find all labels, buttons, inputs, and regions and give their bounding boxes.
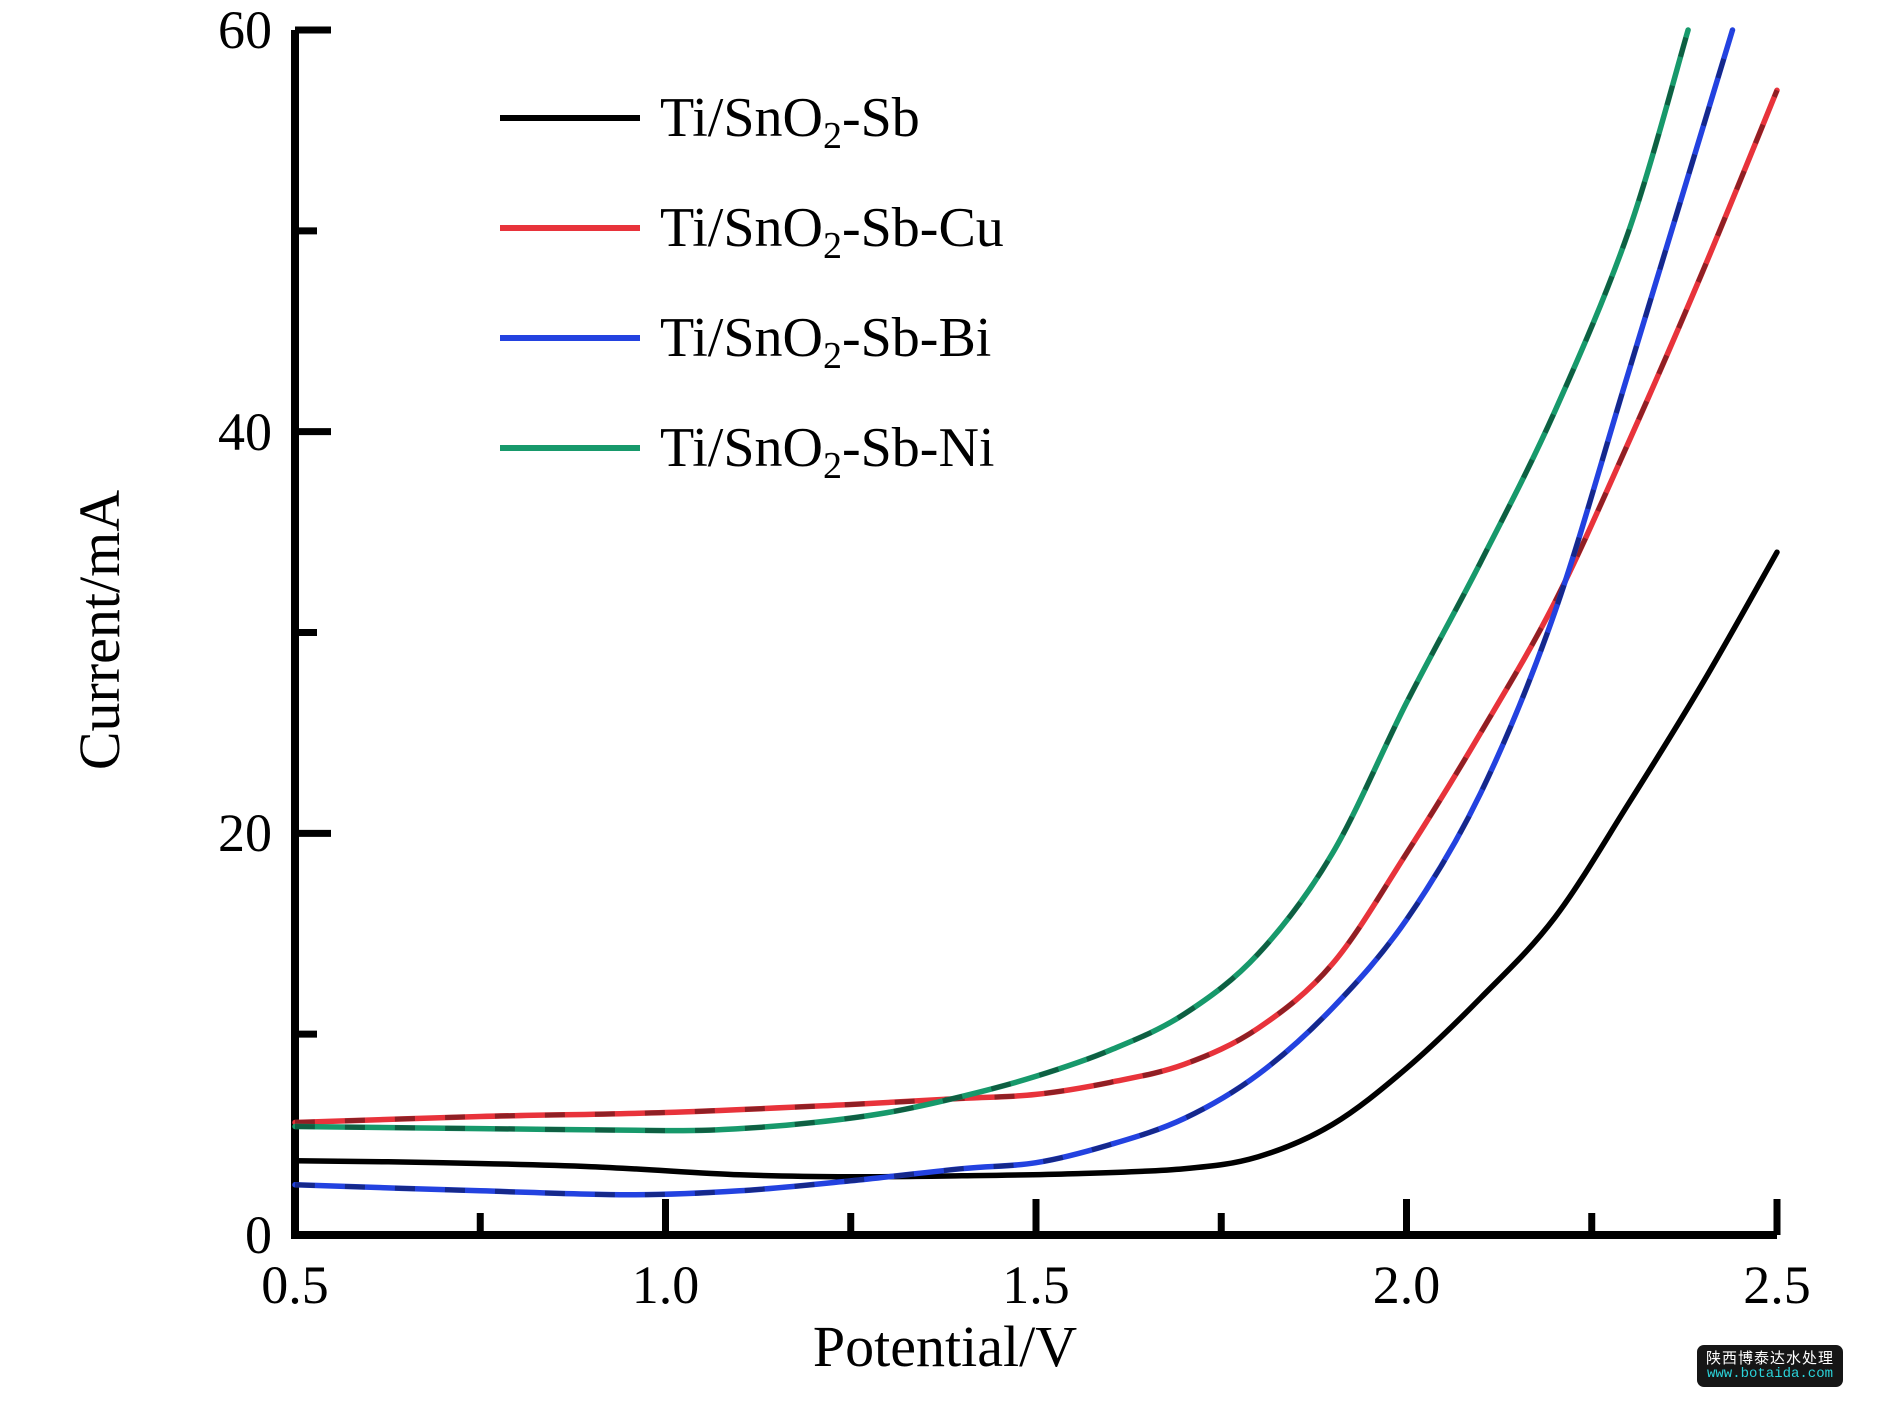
legend-item: Ti/SnO2-Sb-Bi	[500, 307, 992, 378]
x-tick-label: 1.5	[1002, 1255, 1070, 1315]
legend-swatch	[500, 445, 640, 451]
watermark-url-text: www.botaida.com	[1706, 1365, 1834, 1382]
y-tick-label: 20	[218, 803, 272, 864]
legend-label: Ti/SnO2-Sb	[660, 87, 920, 158]
x-tick-label: 2.0	[1372, 1255, 1441, 1315]
legend-label: Ti/SnO2-Sb-Cu	[660, 197, 1004, 268]
curve-ti-sno2-sb	[292, 549, 1780, 1180]
legend-swatch	[500, 335, 640, 341]
curve-ti-sno2-sb-ni	[292, 27, 1691, 1134]
legend-swatch	[500, 225, 640, 231]
legend-item: Ti/SnO2-Sb-Cu	[500, 197, 1004, 268]
x-tick-label: 0.5	[261, 1255, 329, 1315]
curve-ti-sno2-sb-bi	[292, 27, 1736, 1198]
curve-dash-overlay-ti-sno2-sb-bi	[294, 29, 1735, 1198]
x-tick-label: 2.5	[1743, 1255, 1811, 1315]
legend-label: Ti/SnO2-Sb-Bi	[660, 307, 992, 378]
curve-dash-overlay-ti-sno2-sb-cu	[294, 89, 1780, 1125]
curve-ti-sno2-sb-cu	[292, 87, 1780, 1126]
y-tick-label: 0	[245, 1205, 272, 1265]
watermark: 陕西博泰达水处理 www.botaida.com	[1697, 1345, 1843, 1387]
x-axis-title: Potential/V	[812, 1314, 1078, 1379]
legend-label: Ti/SnO2-Sb-Ni	[660, 417, 995, 488]
y-tick-label: 60	[218, 0, 272, 60]
legend-item: Ti/SnO2-Sb	[500, 87, 920, 158]
legend-swatch	[500, 115, 640, 121]
curve-dash-overlay-ti-sno2-sb-ni	[294, 29, 1691, 1134]
x-tick-label: 1.0	[631, 1255, 700, 1315]
y-axis-title: Current/mA	[67, 489, 132, 771]
y-tick-label: 40	[218, 401, 272, 462]
watermark-company-text: 陕西博泰达水处理	[1705, 1349, 1834, 1367]
legend-item: Ti/SnO2-Sb-Ni	[500, 417, 995, 488]
